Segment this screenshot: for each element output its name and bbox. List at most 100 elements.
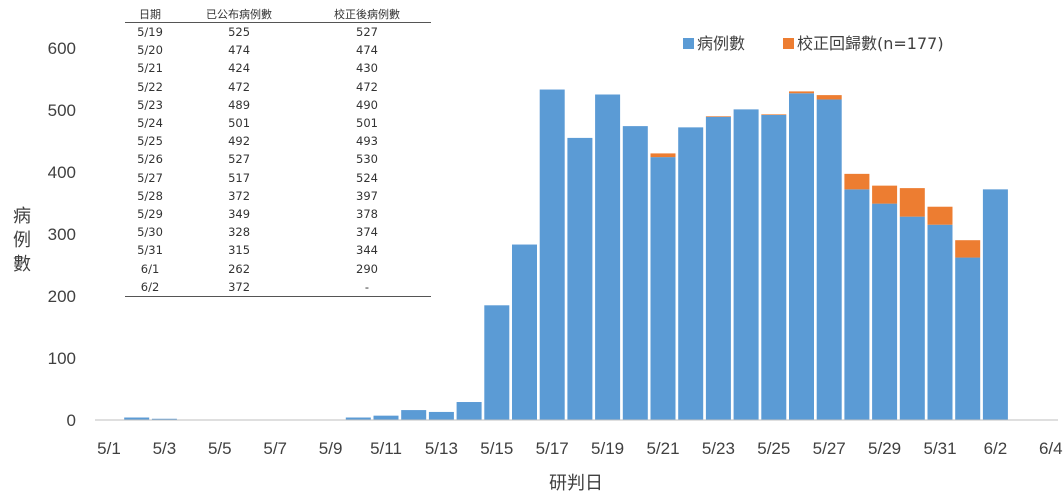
table-row: 5/27 517 524 — [125, 169, 431, 187]
table-row: 5/21 424 430 — [125, 59, 431, 77]
table-header-row: 日期 已公布病例數 校正後病例數 — [125, 5, 431, 23]
table-cell: 344 — [356, 243, 378, 258]
table-cell: 472 — [356, 79, 378, 94]
table-row: 5/19 525 527 — [125, 23, 431, 42]
table-cell: 290 — [356, 261, 378, 276]
table-cell: 5/31 — [137, 243, 163, 258]
table-row: 5/20 474 474 — [125, 41, 431, 59]
table-cell: 489 — [228, 97, 251, 112]
x-tick-label: 5/21 — [646, 439, 679, 458]
x-tick-label: 5/11 — [370, 439, 402, 458]
table-cell: 5/24 — [137, 116, 163, 131]
table-cell: 5/20 — [137, 43, 163, 58]
table-cell: 5/25 — [137, 134, 163, 149]
bar-cases-5-31 — [927, 224, 953, 420]
table-cell: 5/23 — [137, 97, 163, 112]
bar-cases-5-19 — [595, 94, 621, 420]
table-cell: 472 — [228, 79, 251, 94]
x-tick-label: 5/31 — [923, 439, 956, 458]
bar-correction-5-23 — [705, 116, 731, 117]
y-axis-title-char: 數 — [13, 254, 31, 275]
table-cell: 530 — [356, 152, 378, 167]
bar-cases-5-28 — [844, 189, 870, 420]
table-cell: 5/29 — [137, 206, 163, 221]
y-tick-label: 500 — [48, 101, 76, 120]
bar-cases-5-14 — [456, 402, 482, 420]
y-axis-title: 病例數 — [13, 206, 31, 275]
y-axis-title-char: 病 — [13, 206, 31, 227]
y-tick-label: 400 — [48, 163, 76, 182]
table-row: 6/2 372- — [125, 277, 431, 297]
bar-cases-6-2 — [982, 189, 1008, 420]
legend-swatch — [783, 38, 794, 49]
x-tick-label: 5/17 — [536, 439, 569, 458]
table-row: 5/30 328 374 — [125, 223, 431, 241]
table-cell: 490 — [356, 97, 378, 112]
bar-correction-5-25 — [761, 114, 787, 115]
bar-cases-5-13 — [428, 411, 454, 420]
bar-correction-5-21 — [650, 153, 676, 158]
table-cell: 5/27 — [137, 170, 163, 185]
table-cell: 5/22 — [137, 79, 163, 94]
table-cell: 525 — [228, 25, 251, 40]
legend-label: 病例數 — [697, 34, 745, 53]
table-row: 5/28 372 397 — [125, 187, 431, 205]
bar-cases-5-30 — [899, 216, 925, 420]
table-cell: 424 — [228, 61, 251, 76]
table-cell: 492 — [228, 134, 251, 149]
table-cell: 5/21 — [137, 61, 163, 76]
table-cell: 6/2 — [125, 277, 176, 297]
bar-correction-5-30 — [899, 188, 925, 217]
table-cell: 501 — [356, 116, 378, 131]
x-tick-label: 5/3 — [153, 439, 177, 458]
bar-cases-5-23 — [705, 116, 731, 420]
table-cell: 5/28 — [137, 188, 163, 203]
x-axis-ticks: 5/1 5/3 5/5 5/7 5/9 5/11 5/13 5/15 5/17 5/19 5/21 5… — [97, 439, 1062, 458]
bar-cases-5-11 — [373, 415, 399, 420]
table-row: 5/24 501 501 — [125, 114, 431, 132]
x-axis-title: 研判日 — [549, 473, 603, 494]
y-axis-title-char: 例 — [13, 230, 31, 251]
table-cell: 527 — [228, 152, 251, 167]
table-cell: 474 — [228, 43, 251, 58]
bar-cases-5-17 — [539, 89, 565, 420]
table-cell: 5/30 — [137, 225, 163, 240]
table-cell: 378 — [356, 206, 378, 221]
table-cell: 493 — [356, 134, 378, 149]
table-cell: 315 — [228, 243, 251, 258]
summary-table: 日期 已公布病例數 校正後病例數 5/19 525 527 5/20 474 474 5/21 4… — [125, 5, 431, 297]
y-tick-label: 300 — [48, 225, 76, 244]
x-tick-label: 6/2 — [984, 439, 1008, 458]
table-cell: 262 — [228, 261, 251, 276]
table-cell: 5/19 — [137, 25, 163, 40]
bars-layer — [124, 89, 1008, 421]
y-tick-label: 0 — [67, 411, 76, 430]
y-tick-label: 100 — [48, 349, 76, 368]
table-body: 5/19 525 527 5/20 474 474 5/21 424 430 5/22 472 472… — [125, 23, 431, 297]
x-tick-label: 5/1 — [97, 439, 121, 458]
bar-cases-5-22 — [678, 127, 704, 421]
table-header-cell: 日期 — [125, 5, 176, 23]
x-tick-label: 6/4 — [1039, 439, 1063, 458]
table-cell: 501 — [228, 116, 251, 131]
bar-correction-5-28 — [844, 173, 870, 190]
table-cell: 374 — [356, 225, 378, 240]
bar-cases-5-21 — [650, 157, 676, 420]
bar-cases-5-25 — [761, 114, 787, 421]
bar-cases-5-10 — [345, 417, 371, 420]
bar-correction-5-29 — [872, 185, 898, 204]
table-cell: - — [303, 277, 431, 297]
table-cell: 372 — [175, 277, 304, 297]
legend: 病例數 校正回歸數(n=177) — [683, 34, 944, 53]
bar-cases-5-15 — [484, 305, 510, 420]
table-row: 5/29 349 378 — [125, 205, 431, 223]
table-row: 5/23 489 490 — [125, 96, 431, 114]
bar-cases-5-12 — [401, 410, 427, 420]
bar-cases-5-27 — [816, 99, 842, 421]
bar-correction-5-26 — [789, 91, 814, 94]
bar-cases-5-16 — [512, 244, 537, 420]
table-header-cell: 已公布病例數 — [175, 5, 304, 23]
bar-cases-5-18 — [567, 137, 593, 420]
table-cell: 397 — [356, 188, 378, 203]
